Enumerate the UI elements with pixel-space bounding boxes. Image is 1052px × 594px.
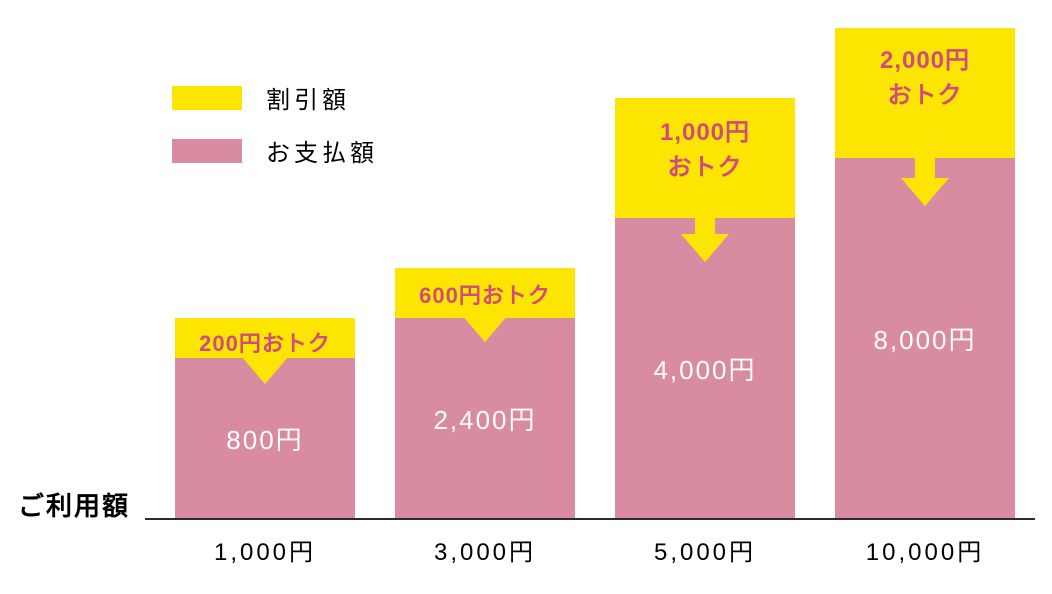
payment-label-3: 8,000円 bbox=[873, 320, 976, 357]
payment-label-1: 2,400円 bbox=[433, 400, 536, 437]
payment-label-2: 4,000円 bbox=[653, 350, 756, 387]
discount-label-1: 600円おトク bbox=[395, 278, 575, 310]
payment-label-0: 800円 bbox=[226, 420, 303, 457]
bar-discount-1: 600円おトク bbox=[395, 268, 575, 318]
bar-payment-3: 8,000円 bbox=[835, 158, 1015, 518]
arrow-down-icon bbox=[681, 234, 729, 260]
bar-3: 2,000円おトク 8,000円 bbox=[835, 28, 1015, 518]
discount-label-0: 200円おトク bbox=[175, 326, 355, 358]
bar-1: 600円おトク 2,400円 bbox=[395, 268, 575, 518]
bar-discount-2: 1,000円おトク bbox=[615, 98, 795, 218]
arrow-stem-3 bbox=[915, 158, 935, 180]
bar-payment-2: 4,000円 bbox=[615, 218, 795, 518]
discount-label-2: 1,000円おトク bbox=[615, 116, 795, 186]
category-label-2: 5,000円 bbox=[615, 532, 795, 567]
bar-0: 200円おトク 800円 bbox=[175, 318, 355, 518]
bar-discount-0: 200円おトク bbox=[175, 318, 355, 358]
bar-discount-3: 2,000円おトク bbox=[835, 28, 1015, 158]
discount-label-3: 2,000円おトク bbox=[835, 44, 1015, 114]
bar-payment-1: 2,400円 bbox=[395, 318, 575, 518]
arrow-down-icon bbox=[901, 178, 949, 204]
chart-plot-area: 200円おトク 800円 600円おトク 2,400円 1,000円おトク 4,000円 2… bbox=[145, 30, 1035, 520]
arrow-down-icon bbox=[461, 314, 509, 340]
bar-2: 1,000円おトク 4,000円 bbox=[615, 98, 795, 518]
y-axis-label: ご利用額 bbox=[18, 486, 130, 523]
arrow-down-icon bbox=[241, 356, 289, 382]
category-label-3: 10,000円 bbox=[835, 532, 1015, 567]
category-label-0: 1,000円 bbox=[175, 532, 355, 567]
category-label-1: 3,000円 bbox=[395, 532, 575, 567]
